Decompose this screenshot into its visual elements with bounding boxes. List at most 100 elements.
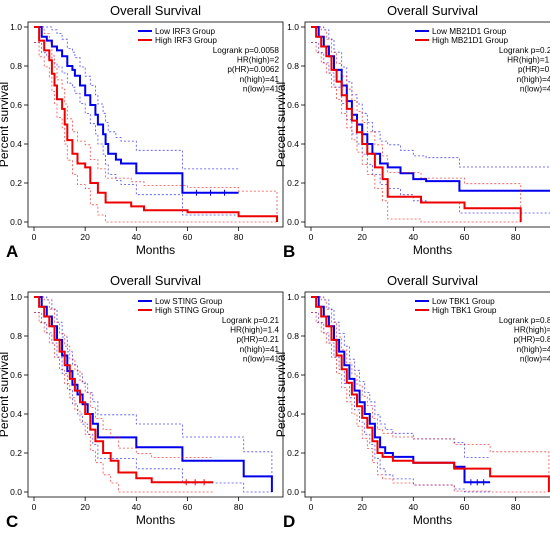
panel-label: A — [6, 242, 18, 261]
y-tick-label: 0.2 — [287, 178, 299, 188]
ci-lower-1 — [311, 42, 521, 223]
ci-upper-0 — [34, 26, 239, 170]
stat-text: p(HR)=0.0062 — [227, 65, 279, 74]
x-tick-label: 20 — [357, 502, 367, 512]
y-tick-label: 0.0 — [10, 487, 22, 497]
stat-text: p(HR)=0.2 — [518, 65, 550, 74]
y-tick-label: 0.0 — [287, 217, 299, 227]
survival-curve-0 — [34, 26, 239, 194]
stat-text: n(high)=41 — [517, 345, 550, 354]
panel-d: Overall Survival 0.0 0.2 0.4 0.6 0.8 1.0 0 20 40 6… — [274, 273, 550, 531]
y-axis-label: Percent survival — [274, 352, 288, 437]
y-tick-label: 1.0 — [10, 22, 22, 32]
stat-text: n(low)=41 — [243, 354, 280, 363]
y-tick-label: 1.0 — [10, 292, 22, 302]
x-tick-label: 0 — [32, 502, 37, 512]
ci-upper-1 — [34, 296, 214, 458]
survival-curve-1 — [34, 26, 278, 222]
x-tick-label: 60 — [460, 502, 470, 512]
stat-text: Logrank p=0.0058 — [213, 46, 280, 55]
x-tick-label: 40 — [409, 502, 419, 512]
stat-text: n(high)=41 — [240, 345, 280, 354]
legend-label-0: Low TBK1 Group — [432, 297, 495, 306]
plot-frame — [304, 291, 550, 498]
legend-label-0: Low MB21D1 Group — [432, 27, 507, 36]
y-axis-label: Percent survival — [274, 82, 288, 167]
x-axis-label: Months — [413, 243, 452, 257]
x-tick-label: 80 — [511, 502, 521, 512]
legend-label-1: High STING Group — [155, 306, 225, 315]
y-tick-label: 0.2 — [287, 448, 299, 458]
chart-title: Overall Survival — [110, 3, 201, 18]
stat-text: HR(high)=2 — [237, 56, 280, 65]
ci-upper-1 — [311, 26, 522, 222]
x-tick-label: 0 — [309, 232, 314, 242]
stat-text: p(HR)=0.85 — [513, 335, 550, 344]
panel-b: Overall Survival 0.0 0.2 0.4 0.6 0.8 1.0 0 20 40 6… — [274, 3, 550, 261]
x-tick-label: 20 — [357, 232, 367, 242]
ci-upper-0 — [311, 296, 491, 458]
legend-label-1: High MB21D1 Group — [432, 36, 508, 45]
ci-lower-1 — [34, 312, 214, 493]
stat-text: Logrank p=0.84 — [499, 316, 550, 325]
y-tick-label: 0.6 — [10, 370, 22, 380]
stat-text: HR(high)=1.4 — [507, 56, 550, 65]
y-tick-label: 0.6 — [10, 100, 22, 110]
y-tick-label: 0.8 — [10, 331, 22, 341]
x-tick-label: 60 — [183, 502, 193, 512]
plot-frame — [27, 21, 284, 228]
chart-title: Overall Survival — [387, 3, 478, 18]
y-tick-label: 0.0 — [10, 217, 22, 227]
stat-text: n(low)=41 — [243, 84, 280, 93]
y-axis-label: Percent survival — [0, 352, 11, 437]
x-tick-label: 80 — [511, 232, 521, 242]
y-tick-label: 0.2 — [10, 178, 22, 188]
stat-text: HR(high)=1 — [514, 326, 550, 335]
survival-curve-1 — [311, 26, 522, 222]
chart-title: Overall Survival — [387, 273, 478, 288]
panel-label: D — [283, 512, 295, 531]
stat-text: Logrank p=0.21 — [499, 46, 550, 55]
x-axis-label: Months — [136, 243, 175, 257]
survival-curve-1 — [311, 296, 550, 492]
stat-text: n(high)=41 — [240, 75, 280, 84]
y-tick-label: 0.4 — [287, 139, 299, 149]
ci-lower-1 — [311, 312, 549, 493]
y-tick-label: 0.8 — [287, 331, 299, 341]
stat-text: n(low)=41 — [520, 354, 550, 363]
x-tick-label: 60 — [460, 232, 470, 242]
legend-label-0: Low STING Group — [155, 297, 223, 306]
x-tick-label: 0 — [309, 502, 314, 512]
y-tick-label: 0.4 — [10, 409, 22, 419]
x-axis-label: Months — [136, 513, 175, 527]
legend-label-0: Low IRF3 Group — [155, 27, 216, 36]
stat-text: n(low)=41 — [520, 84, 550, 93]
x-tick-label: 20 — [80, 232, 90, 242]
stat-text: HR(high)=1.4 — [230, 326, 279, 335]
x-tick-label: 80 — [234, 502, 244, 512]
ci-lower-0 — [311, 42, 550, 214]
legend-label-1: High TBK1 Group — [432, 306, 497, 315]
x-tick-label: 20 — [80, 502, 90, 512]
y-tick-label: 0.0 — [287, 487, 299, 497]
stat-text: n(high)=41 — [517, 75, 550, 84]
x-tick-label: 0 — [32, 232, 37, 242]
ci-upper-1 — [34, 26, 278, 222]
y-tick-label: 0.6 — [287, 100, 299, 110]
y-tick-label: 0.2 — [10, 448, 22, 458]
x-tick-label: 60 — [183, 232, 193, 242]
chart-title: Overall Survival — [110, 273, 201, 288]
x-tick-label: 40 — [132, 232, 142, 242]
x-axis-label: Months — [413, 513, 452, 527]
ci-lower-0 — [34, 42, 239, 216]
panel-c: Overall Survival 0.0 0.2 0.4 0.6 0.8 1.0 0 20 40 6… — [0, 273, 284, 531]
stat-text: p(HR)=0.21 — [236, 335, 279, 344]
y-tick-label: 0.6 — [287, 370, 299, 380]
y-tick-label: 0.8 — [287, 61, 299, 71]
panel-a: Overall Survival 0.0 0.2 0.4 0.6 0.8 1.0 0 20 40 6… — [0, 3, 284, 261]
y-axis-label: Percent survival — [0, 82, 11, 167]
plot-frame — [27, 291, 284, 498]
survival-curve-1 — [34, 296, 214, 484]
ci-lower-1 — [34, 42, 277, 223]
